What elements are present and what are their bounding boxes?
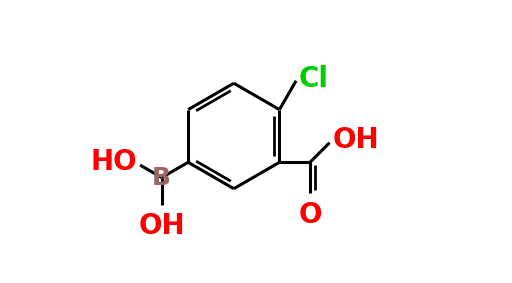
Text: OH: OH (332, 126, 379, 154)
Text: HO: HO (91, 148, 137, 176)
Text: O: O (298, 201, 322, 229)
Text: B: B (152, 166, 171, 190)
Text: Cl: Cl (299, 65, 329, 93)
Text: OH: OH (138, 212, 185, 240)
